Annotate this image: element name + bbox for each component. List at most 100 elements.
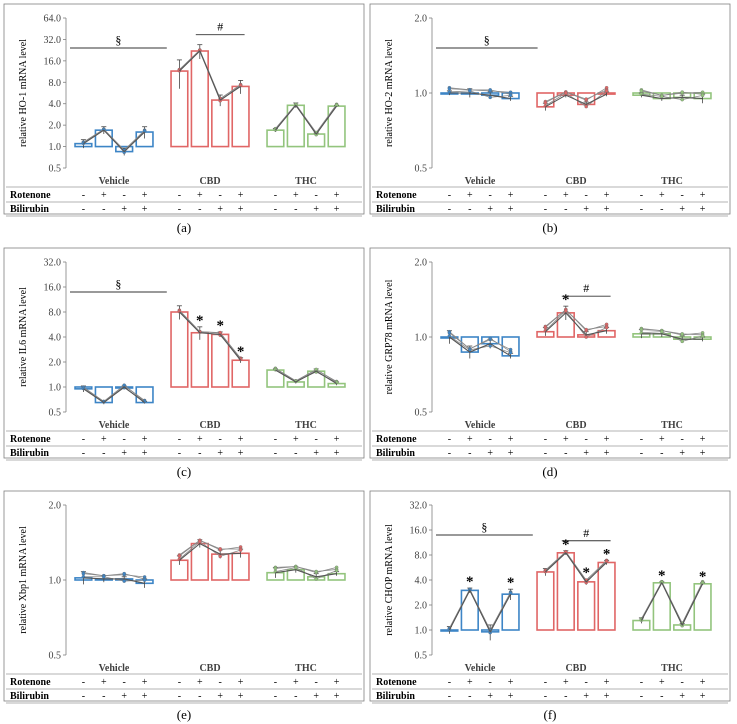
rotenone-sign: - (640, 434, 643, 445)
asterisk-annotation: * (582, 565, 590, 581)
bilirubin-sign: - (198, 448, 201, 459)
rotenone-sign: - (315, 434, 318, 445)
y-tick-label: 0.5 (415, 408, 428, 419)
replicate-trace (83, 128, 145, 151)
asterisk-annotation: * (562, 537, 570, 553)
replicate-trace (641, 328, 703, 336)
rotenone-sign: + (604, 190, 610, 201)
rotenone-sign: - (448, 434, 451, 445)
series-cbd (536, 549, 616, 631)
mean-trace (83, 129, 145, 153)
bilirubin-sign: + (334, 448, 340, 459)
y-tick-label: 2.0 (49, 358, 62, 369)
group-label: Vehicle (99, 663, 130, 674)
bilirubin-sign: - (544, 448, 547, 459)
rotenone-sign: - (544, 190, 547, 201)
series-thc (266, 564, 346, 581)
bilirubin-row-label: Bilirubin (376, 448, 415, 459)
y-tick-label: 4.0 (49, 99, 62, 110)
rotenone-sign: - (681, 434, 684, 445)
rotenone-sign: - (448, 677, 451, 688)
panel-frame (3, 247, 365, 459)
bilirubin-sign: + (217, 691, 223, 702)
y-tick-label: 1.0 (415, 89, 428, 100)
hash-annotation: # (583, 526, 589, 540)
series-cbd (170, 305, 250, 388)
replicate-trace (179, 311, 241, 360)
rotenone-sign: + (238, 434, 244, 445)
y-tick-label: 4.0 (415, 576, 428, 587)
rotenone-sign: + (238, 190, 244, 201)
rotenone-sign: + (659, 190, 665, 201)
rotenone-sign: - (219, 434, 222, 445)
bilirubin-sign: + (238, 691, 244, 702)
rotenone-row-label: Rotenone (376, 677, 417, 688)
y-tick-label: 16.0 (44, 283, 62, 294)
rotenone-sign: - (448, 190, 451, 201)
bilirubin-sign: - (82, 448, 85, 459)
mean-trace (179, 542, 241, 561)
replicate-point (314, 577, 318, 581)
y-tick-label: 64.0 (44, 14, 62, 25)
rotenone-sign: + (700, 190, 706, 201)
y-tick-label: 1.0 (49, 142, 62, 153)
bilirubin-sign: - (448, 204, 451, 215)
replicate-point (218, 547, 222, 551)
replicate-point (198, 539, 202, 544)
series-thc (632, 88, 712, 104)
y-tick-label: 16.0 (44, 56, 62, 67)
mean-trace (449, 336, 511, 357)
y-tick-label: 2.0 (49, 121, 62, 132)
replicate-point (488, 336, 492, 341)
replicate-point (447, 331, 452, 335)
y-tick-label: 32.0 (44, 35, 62, 46)
y-tick-label: 8.0 (415, 551, 428, 562)
replicate-point (639, 327, 644, 332)
bilirubin-sign: + (508, 448, 514, 459)
replicate-trace (449, 331, 511, 350)
series-vehicle (440, 85, 520, 101)
bilirubin-sign: + (487, 448, 493, 459)
bilirubin-sign: + (238, 204, 244, 215)
rotenone-row-label: Rotenone (10, 434, 51, 445)
replicate-point (680, 332, 684, 336)
mean-trace (83, 386, 145, 404)
replicate-point (508, 350, 513, 355)
bar-cbd-3 (211, 99, 230, 148)
series-vehicle (74, 126, 154, 156)
replicate-trace (641, 90, 703, 96)
rotenone-sign: + (142, 190, 148, 201)
bilirubin-sign: - (564, 448, 567, 459)
y-tick-label: 8.0 (49, 308, 62, 319)
rotenone-row-label: Rotenone (376, 434, 417, 445)
bilirubin-sign: + (604, 448, 610, 459)
replicate-point (122, 579, 126, 583)
bilirubin-sign: - (564, 691, 567, 702)
rotenone-row-label: Rotenone (10, 190, 51, 201)
rotenone-sign: - (489, 677, 492, 688)
bar-cbd-4 (231, 359, 250, 388)
replicate-point (488, 95, 492, 100)
replicate-point (604, 89, 609, 93)
bilirubin-sign: + (334, 204, 340, 215)
group-label: THC (661, 420, 683, 431)
rotenone-sign: + (508, 190, 514, 201)
asterisk-annotation: * (466, 574, 474, 590)
panel-e: 0.5 1.0 2.0 relative Xbp1 mRNA level Vehicle… (3, 490, 365, 722)
y-tick-label: 0.5 (49, 164, 62, 175)
bilirubin-sign: - (448, 448, 451, 459)
bilirubin-row-label: Bilirubin (376, 204, 415, 215)
replicate-point (564, 308, 568, 313)
replicate-trace (83, 384, 145, 402)
replicate-point (314, 569, 318, 574)
replicate-trace (179, 309, 241, 359)
replicate-point (639, 89, 644, 93)
panel-caption: (d) (542, 464, 557, 479)
replicate-point (122, 571, 126, 576)
group-label: CBD (565, 420, 586, 431)
replicate-point (700, 334, 705, 338)
y-tick-label: 1.0 (415, 626, 428, 637)
asterisk-annotation: * (237, 344, 245, 360)
bilirubin-sign: + (700, 691, 706, 702)
bilirubin-sign: + (313, 204, 319, 215)
